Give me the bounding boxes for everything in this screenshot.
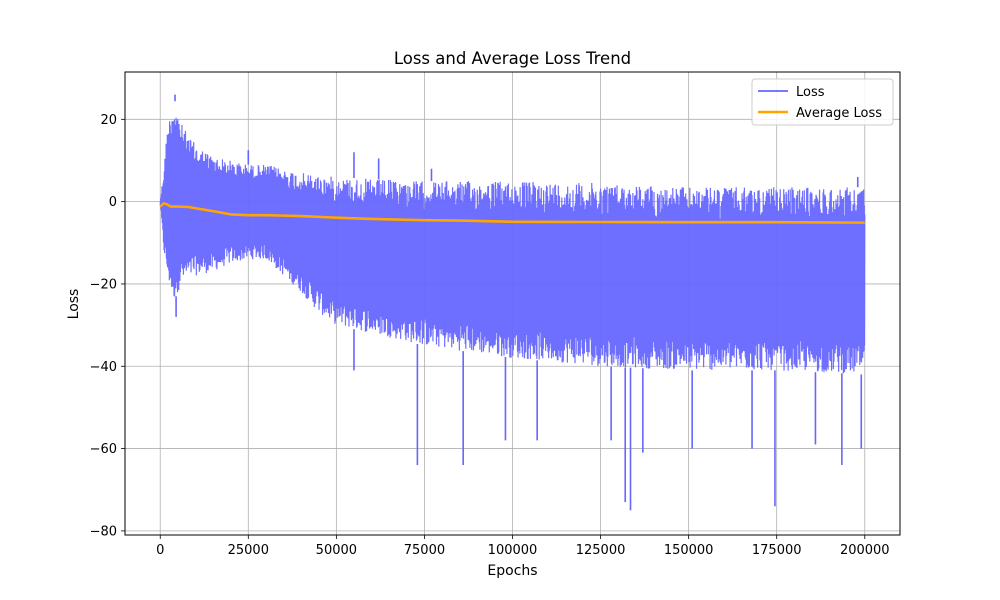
y-axis-label: Loss bbox=[66, 289, 82, 320]
x-axis: 0 25000 50000 75000 100000 125000 150000 175000… bbox=[156, 535, 890, 558]
legend: Loss Average Loss bbox=[751, 78, 894, 126]
x-tick-label: 150000 bbox=[664, 543, 714, 558]
plot-area bbox=[159, 94, 866, 511]
y-axis: −80 −60 −40 −20 0 20 bbox=[90, 113, 125, 539]
x-tick-label: 25000 bbox=[228, 543, 269, 558]
legend-label-average-loss: Average Loss bbox=[796, 106, 882, 121]
y-tick-label: −40 bbox=[90, 360, 117, 375]
x-tick-label: 100000 bbox=[488, 543, 538, 558]
x-tick-label: 200000 bbox=[840, 543, 890, 558]
average-loss-line bbox=[159, 201, 865, 224]
legend-label-loss: Loss bbox=[796, 85, 825, 100]
y-tick-label: −20 bbox=[90, 277, 117, 292]
x-tick-label: 175000 bbox=[752, 543, 802, 558]
x-tick-label: 75000 bbox=[404, 543, 445, 558]
x-axis-label: Epochs bbox=[487, 563, 537, 579]
y-tick-label: 20 bbox=[100, 113, 117, 128]
x-tick-label: 0 bbox=[156, 543, 164, 558]
chart-title: Loss and Average Loss Trend bbox=[394, 49, 631, 68]
loss-line bbox=[159, 117, 866, 374]
y-tick-label: −60 bbox=[90, 442, 117, 457]
y-tick-label: −80 bbox=[90, 524, 117, 539]
x-tick-label: 50000 bbox=[316, 543, 357, 558]
x-tick-label: 125000 bbox=[576, 543, 626, 558]
y-tick-label: 0 bbox=[109, 195, 117, 210]
